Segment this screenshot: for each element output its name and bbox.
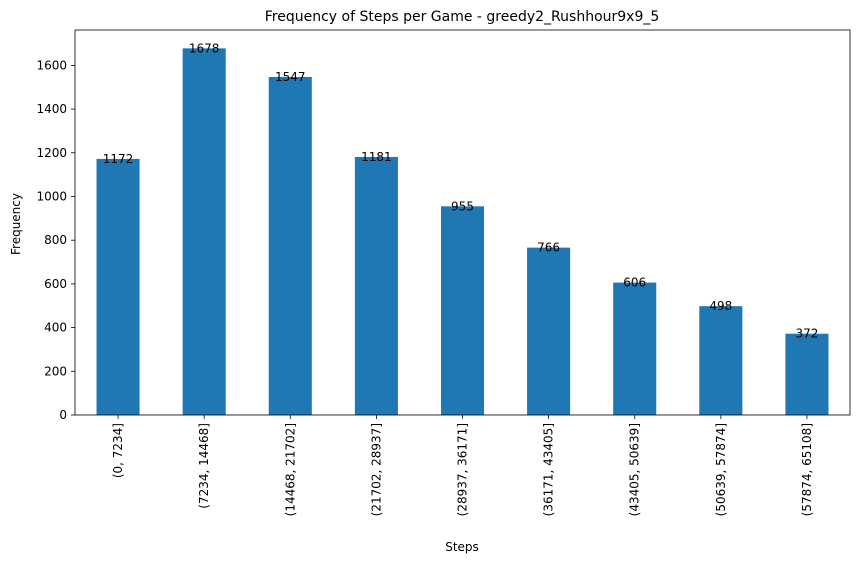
y-axis-title: Frequency <box>9 193 23 255</box>
bar-value-label: 1678 <box>189 41 220 55</box>
y-axis: 0 200 400 600 800 1000 1200 1400 1600 <box>36 58 75 422</box>
y-tick-label: 400 <box>44 321 67 335</box>
x-axis-title: Steps <box>445 540 479 554</box>
y-tick-label: 1600 <box>36 58 67 72</box>
bar <box>785 333 829 415</box>
x-tick-label: (36171, 43405] <box>542 423 556 516</box>
bar-labels-group: 1172 1678 1547 1181 955 766 606 498 372 <box>103 41 819 340</box>
bar-value-label: 955 <box>451 199 474 213</box>
y-tick-label: 0 <box>59 408 67 422</box>
y-tick-label: 1400 <box>36 102 67 116</box>
y-tick-label: 200 <box>44 364 67 378</box>
bar <box>268 76 312 415</box>
bar <box>527 247 571 415</box>
x-tick-label: (28937, 36171] <box>456 423 470 516</box>
y-tick-label: 600 <box>44 277 67 291</box>
x-tick-label: (0, 7234] <box>111 423 125 478</box>
bar-value-label: 372 <box>795 327 818 341</box>
bar <box>96 158 140 415</box>
x-tick-label: (50639, 57874] <box>714 423 728 516</box>
bar-value-label: 498 <box>709 299 732 313</box>
x-tick-label: (14468, 21702] <box>283 423 297 516</box>
x-axis: (0, 7234] (7234, 14468] (14468, 21702] (217… <box>111 415 814 516</box>
plot-frame <box>74 29 851 416</box>
bar <box>613 282 657 415</box>
bars-group <box>96 48 829 416</box>
y-tick-label: 800 <box>44 233 67 247</box>
y-tick-label: 1000 <box>36 189 67 203</box>
x-tick-label: (57874, 65108] <box>800 423 814 516</box>
bar-value-label: 766 <box>537 241 560 255</box>
x-tick-label: (43405, 50639] <box>628 423 642 516</box>
x-tick-label: (21702, 28937] <box>369 423 383 516</box>
bar-value-label: 1172 <box>103 152 134 166</box>
bar-value-label: 1181 <box>361 150 392 164</box>
bar <box>354 156 398 415</box>
bar <box>182 48 226 416</box>
y-tick-label: 1200 <box>36 146 67 160</box>
bar <box>440 206 485 415</box>
x-tick-label: (7234, 14468] <box>197 423 211 509</box>
bar <box>699 306 743 415</box>
bar-value-label: 1547 <box>275 70 306 84</box>
chart-title: Frequency of Steps per Game - greedy2_Ru… <box>265 9 660 25</box>
bar-value-label: 606 <box>623 276 646 290</box>
